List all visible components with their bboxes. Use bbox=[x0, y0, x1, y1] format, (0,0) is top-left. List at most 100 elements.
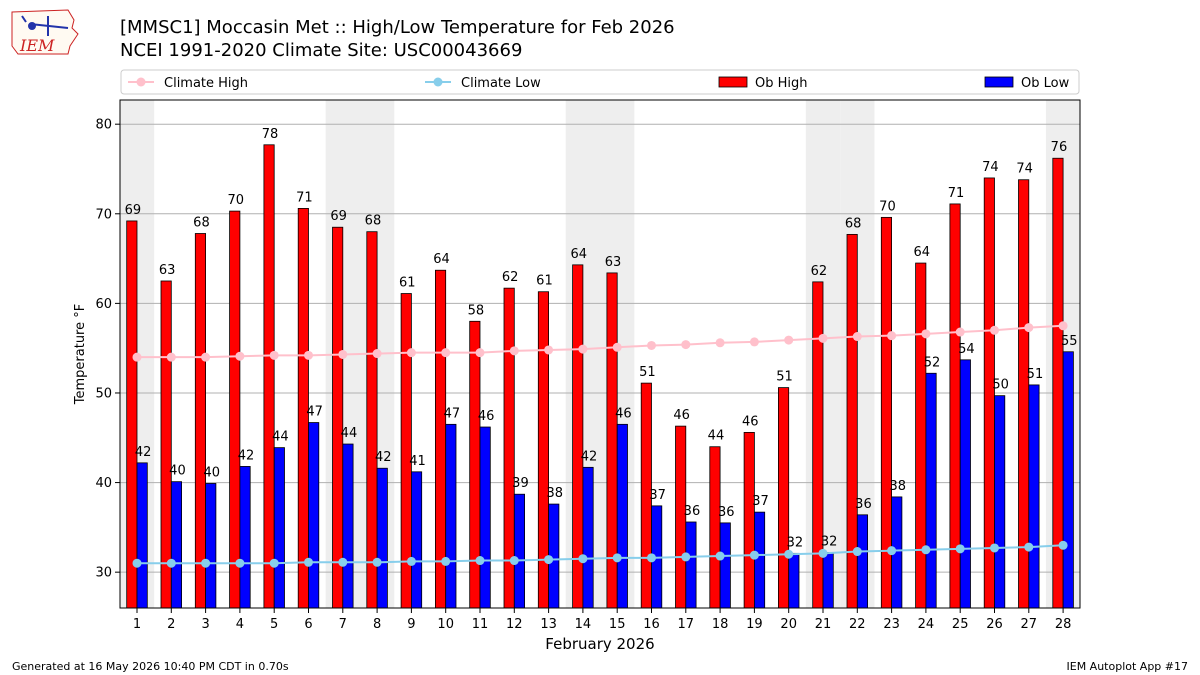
ob-low-bar-24 bbox=[925, 372, 937, 609]
bar-labels: 69 63 68 70 78 71 69 68 61 64 58 62 61 64 63 51 46 44 46 51… bbox=[125, 127, 1078, 551]
x-tick-label-12: 12 bbox=[506, 617, 523, 632]
ob-low-label-27: 51 bbox=[1027, 367, 1044, 382]
ob-low-bar-27 bbox=[1028, 384, 1040, 609]
ob-low-label-16: 37 bbox=[649, 488, 666, 503]
ob-low-bar-5 bbox=[273, 447, 285, 609]
x-tick-label-25: 25 bbox=[952, 617, 969, 632]
x-tick-label-24: 24 bbox=[918, 617, 935, 632]
climate-low-point-20 bbox=[784, 549, 794, 559]
ob-low-label-7: 44 bbox=[341, 426, 358, 441]
ob-high-label-19: 46 bbox=[742, 414, 759, 429]
climate-low-point-5 bbox=[269, 558, 279, 568]
climate-low-point-18 bbox=[715, 551, 725, 561]
ob-low-label-23: 38 bbox=[889, 479, 906, 494]
legend: Climate High Climate Low Ob High Ob Low bbox=[120, 69, 1080, 95]
climate-low-point-23 bbox=[887, 546, 897, 556]
x-tick-label-7: 7 bbox=[339, 617, 347, 632]
ob-high-bar-11 bbox=[469, 320, 481, 609]
ob-high-label-22: 68 bbox=[845, 216, 862, 231]
climate-low-point-25 bbox=[955, 544, 965, 554]
climate-low-point-19 bbox=[749, 550, 759, 560]
ob-high-label-18: 44 bbox=[708, 429, 725, 444]
climate-low-point-26 bbox=[990, 543, 999, 553]
x-tick-label-2: 2 bbox=[167, 617, 175, 632]
weather-station-icon bbox=[21, 15, 69, 36]
ob-low-bar-9 bbox=[410, 471, 423, 609]
y-tick-label-50: 50 bbox=[95, 386, 112, 401]
climate-high-point-16 bbox=[647, 340, 656, 350]
logo-text: IEM bbox=[19, 36, 55, 55]
ob-low-bar-19 bbox=[754, 511, 766, 609]
climate-low-point-22 bbox=[852, 547, 862, 557]
legend-climate-high-marker bbox=[136, 77, 146, 87]
climate-high-point-18 bbox=[715, 338, 725, 348]
x-tick-label-17: 17 bbox=[678, 617, 695, 632]
climate-low-point-1 bbox=[132, 558, 142, 568]
ob-high-bar-28 bbox=[1052, 157, 1064, 609]
ob-high-bar-26 bbox=[983, 177, 995, 609]
x-axis-label: February 2026 bbox=[545, 635, 654, 653]
ob-high-bar-1 bbox=[126, 220, 138, 609]
ob-high-bar-20 bbox=[778, 387, 790, 609]
ob-low-bar-25 bbox=[959, 359, 971, 609]
climate-lines bbox=[132, 321, 1068, 568]
ob-low-label-20: 32 bbox=[787, 535, 804, 550]
x-tick-label-6: 6 bbox=[304, 617, 312, 632]
climate-low-point-10 bbox=[441, 556, 451, 566]
climate-low-point-12 bbox=[509, 556, 519, 566]
climate-high-point-14 bbox=[578, 344, 588, 354]
climate-high-point-22 bbox=[852, 332, 862, 342]
ob-high-label-3: 68 bbox=[193, 215, 210, 230]
ob-high-label-7: 69 bbox=[330, 209, 347, 224]
legend-climate-high-label: Climate High bbox=[164, 76, 248, 91]
ob-low-bar-10 bbox=[445, 423, 457, 609]
ob-low-label-2: 40 bbox=[169, 464, 186, 479]
x-tick-label-4: 4 bbox=[236, 617, 244, 632]
climate-high-point-1 bbox=[132, 352, 142, 362]
ob-low-bar-22 bbox=[856, 514, 868, 609]
x-tick-label-23: 23 bbox=[883, 617, 900, 632]
climate-high-point-3 bbox=[201, 352, 211, 362]
legend-climate-low-marker bbox=[433, 77, 443, 87]
ob-low-bar-12 bbox=[513, 493, 525, 609]
climate-low-point-13 bbox=[544, 555, 554, 565]
x-tick-label-16: 16 bbox=[643, 617, 660, 632]
climate-high-point-15 bbox=[612, 342, 622, 352]
climate-high-point-20 bbox=[784, 335, 794, 345]
x-tick-label-27: 27 bbox=[1021, 617, 1038, 632]
climate-low-point-15 bbox=[612, 553, 622, 563]
ob-low-label-6: 47 bbox=[306, 405, 323, 420]
x-tick-label-13: 13 bbox=[540, 617, 557, 632]
footer-generated: Generated at 16 May 2026 10:40 PM CDT in… bbox=[12, 660, 289, 673]
ob-high-label-8: 68 bbox=[365, 214, 382, 229]
climate-high-point-27 bbox=[1024, 323, 1034, 333]
climate-high-line bbox=[137, 324, 1064, 359]
x-tick-label-22: 22 bbox=[849, 617, 866, 632]
ob-high-label-24: 64 bbox=[913, 245, 930, 260]
ob-low-bar-18 bbox=[719, 522, 731, 609]
climate-high-point-2 bbox=[166, 352, 176, 362]
climate-high-point-5 bbox=[269, 350, 279, 360]
ob-low-label-17: 36 bbox=[684, 504, 701, 519]
climate-high-point-13 bbox=[544, 345, 554, 355]
ob-high-label-1: 69 bbox=[125, 203, 142, 218]
ob-high-label-2: 63 bbox=[159, 263, 176, 278]
x-tick-label-10: 10 bbox=[437, 617, 454, 632]
climate-low-point-8 bbox=[372, 557, 382, 567]
ob-low-label-19: 37 bbox=[752, 494, 769, 509]
ob-high-label-20: 51 bbox=[776, 370, 793, 385]
ob-high-label-21: 62 bbox=[811, 264, 828, 279]
footer-app-id: IEM Autoplot App #17 bbox=[1066, 660, 1189, 673]
ob-high-label-14: 64 bbox=[570, 247, 587, 262]
ob-low-label-4: 42 bbox=[238, 448, 255, 463]
x-tick-label-21: 21 bbox=[815, 617, 832, 632]
legend-climate-low-label: Climate Low bbox=[461, 76, 541, 91]
ob-high-bar-8 bbox=[366, 231, 378, 609]
ob-low-label-21: 32 bbox=[821, 534, 838, 549]
ob-low-label-8: 42 bbox=[375, 450, 392, 465]
x-tick-label-28: 28 bbox=[1055, 617, 1072, 632]
y-tick-label-40: 40 bbox=[95, 476, 112, 491]
y-tick-label-70: 70 bbox=[95, 207, 112, 222]
climate-low-point-24 bbox=[921, 545, 931, 555]
